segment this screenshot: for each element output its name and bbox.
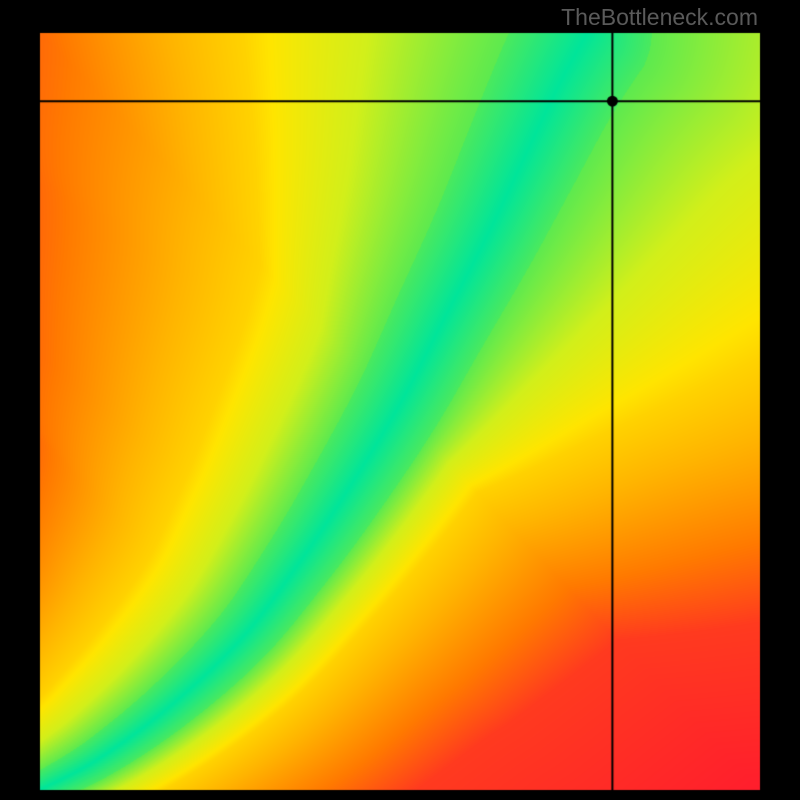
- chart-container: TheBottleneck.com: [0, 0, 800, 800]
- bottleneck-heatmap-canvas: [0, 0, 800, 800]
